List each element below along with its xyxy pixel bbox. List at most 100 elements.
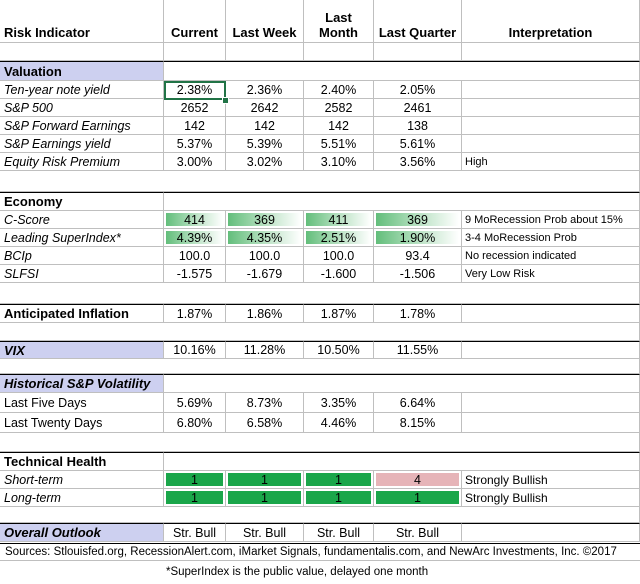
interpretation-text xyxy=(462,117,640,135)
vix-last-week: 11.28% xyxy=(226,341,304,359)
interpretation-text: Strongly Bullish xyxy=(462,489,640,507)
blank-cell xyxy=(462,393,640,413)
bullish-signal: 1 xyxy=(166,473,223,487)
value-last-quarter: 5.61% xyxy=(374,135,462,153)
interpretation-text: Very Low Risk xyxy=(462,265,640,283)
value-last-month: 2.51% xyxy=(304,229,374,247)
header-last-quarter: Last Quarter xyxy=(374,0,462,43)
value-last-quarter: -1.506 xyxy=(374,265,462,283)
value-last-quarter: 369 xyxy=(374,211,462,229)
interpretation-text xyxy=(462,135,640,153)
heat-bar: 414 xyxy=(166,213,223,227)
value-current: 3.00% xyxy=(164,153,226,171)
interpretation-text: No recession indicated xyxy=(462,247,640,265)
value-cell: 4 xyxy=(374,471,462,489)
outlook-last-month: Str. Bull xyxy=(304,523,374,542)
value-current: 5.37% xyxy=(164,135,226,153)
value-last-month: 142 xyxy=(304,117,374,135)
blank-row xyxy=(0,433,640,452)
heat-bar: 411 xyxy=(306,213,371,227)
heat-bar: 4.39% xyxy=(166,231,223,245)
value-last-week: 2.36% xyxy=(226,81,304,99)
inflation-last-month: 1.87% xyxy=(304,304,374,323)
heat-bar: 4.35% xyxy=(228,231,301,245)
heat-bar: 2.51% xyxy=(306,231,371,245)
header-interpretation: Interpretation xyxy=(462,0,640,43)
inflation-last-week: 1.86% xyxy=(226,304,304,323)
value-last-month: -1.600 xyxy=(304,265,374,283)
value-last-quarter: 93.4 xyxy=(374,247,462,265)
selected-cell[interactable] xyxy=(164,81,226,100)
blank-cell xyxy=(462,43,640,61)
value-last-week: 3.02% xyxy=(226,153,304,171)
value-current: -1.575 xyxy=(164,265,226,283)
blank-cell xyxy=(164,43,226,61)
value-last-month: 3.35% xyxy=(304,393,374,413)
section-volatility: Historical S&P Volatility xyxy=(0,374,164,393)
value-cell: 1 xyxy=(304,489,374,507)
inflation-current: 1.87% xyxy=(164,304,226,323)
inflation-label: Anticipated Inflation xyxy=(0,304,164,323)
blank-row xyxy=(0,43,164,61)
blank-cell xyxy=(462,304,640,323)
row-label-s-p-500: S&P 500 xyxy=(0,99,164,117)
row-label-s-p-forward-earnings: S&P Forward Earnings xyxy=(0,117,164,135)
fill-handle[interactable] xyxy=(222,97,229,104)
outlook-last-week: Str. Bull xyxy=(226,523,304,542)
blank-row xyxy=(0,323,640,341)
bullish-signal: 1 xyxy=(228,491,301,505)
vix-current: 10.16% xyxy=(164,341,226,359)
value-last-week: 6.58% xyxy=(226,413,304,433)
sources-note: Sources: Stlouisfed.org, RecessionAlert.… xyxy=(0,543,640,561)
value-last-quarter: 6.64% xyxy=(374,393,462,413)
blank-row xyxy=(0,507,640,523)
value-current: 6.80% xyxy=(164,413,226,433)
value-cell: 1 xyxy=(164,471,226,489)
blank-row xyxy=(0,283,640,304)
value-cell: 1 xyxy=(374,489,462,507)
row-label-last-twenty-days: Last Twenty Days xyxy=(0,413,164,433)
value-last-month: 2.40% xyxy=(304,81,374,99)
value-current: 2652 xyxy=(164,99,226,117)
blank-cell xyxy=(462,413,640,433)
blank-cell xyxy=(164,374,640,393)
value-last-quarter: 3.56% xyxy=(374,153,462,171)
value-last-month: 411 xyxy=(304,211,374,229)
value-last-quarter: 2461 xyxy=(374,99,462,117)
bullish-signal: 1 xyxy=(166,491,223,505)
row-label-ten-year-note-yield: Ten-year note yield xyxy=(0,81,164,99)
value-current: 142 xyxy=(164,117,226,135)
inflation-last-quarter: 1.78% xyxy=(374,304,462,323)
value-last-month: 100.0 xyxy=(304,247,374,265)
heat-bar: 369 xyxy=(228,213,301,227)
blank-cell xyxy=(164,192,640,211)
value-last-week: 5.39% xyxy=(226,135,304,153)
header-indicator: Risk Indicator xyxy=(0,0,164,43)
value-last-quarter: 2.05% xyxy=(374,81,462,99)
interpretation-text xyxy=(462,81,640,99)
bullish-signal: 1 xyxy=(306,473,371,487)
row-label-long-term: Long-term xyxy=(0,489,164,507)
superindex-note: *SuperIndex is the public value, delayed… xyxy=(166,566,429,578)
row-label-slfsi: SLFSI xyxy=(0,265,164,283)
outlook-label: Overall Outlook xyxy=(0,523,164,542)
row-label-bcip: BCIp xyxy=(0,247,164,265)
bearish-signal: 4 xyxy=(376,473,459,487)
value-cell: 1 xyxy=(226,489,304,507)
row-label-last-five-days: Last Five Days xyxy=(0,393,164,413)
row-label-leading-superindex: Leading SuperIndex* xyxy=(0,229,164,247)
value-last-month: 3.10% xyxy=(304,153,374,171)
value-last-week: 369 xyxy=(226,211,304,229)
value-last-week: 4.35% xyxy=(226,229,304,247)
value-current: 414 xyxy=(164,211,226,229)
bullish-signal: 1 xyxy=(306,491,371,505)
value-cell: 1 xyxy=(164,489,226,507)
row-label-s-p-earnings-yield: S&P Earnings yield xyxy=(0,135,164,153)
value-last-quarter: 138 xyxy=(374,117,462,135)
value-last-week: 2642 xyxy=(226,99,304,117)
row-label-c-score: C-Score xyxy=(0,211,164,229)
value-current: 100.0 xyxy=(164,247,226,265)
value-last-week: 8.73% xyxy=(226,393,304,413)
vix-label: VIX xyxy=(0,341,164,359)
